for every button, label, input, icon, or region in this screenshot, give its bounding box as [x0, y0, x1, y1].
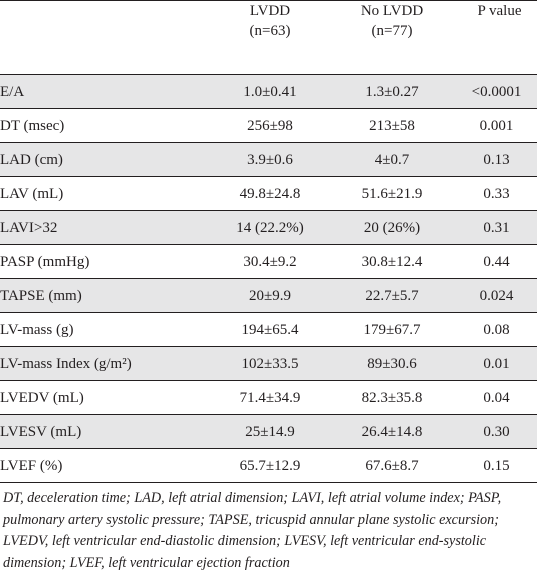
- cell-lvdd: 49.8±24.8: [212, 176, 328, 211]
- header-empty-cell: [0, 1, 212, 75]
- cell-no-lvdd: 213±58: [328, 108, 456, 143]
- cell-p-value: 0.30: [456, 414, 537, 449]
- table-row: LAVI>32 14 (22.2%) 20 (26%) 0.31: [0, 210, 537, 245]
- cell-p-value: 0.01: [456, 346, 537, 381]
- cell-no-lvdd: 30.8±12.4: [328, 244, 456, 279]
- comparison-table: LVDD (n=63) No LVDD (n=77) P value E/A 1.…: [0, 0, 537, 483]
- cell-lvdd: 71.4±34.9: [212, 380, 328, 415]
- cell-lvdd: 14 (22.2%): [212, 210, 328, 245]
- table-row: LAV (mL) 49.8±24.8 51.6±21.9 0.33: [0, 176, 537, 211]
- header-lvdd-title: LVDD: [249, 3, 291, 19]
- cell-no-lvdd: 51.6±21.9: [328, 176, 456, 211]
- cell-no-lvdd: 179±67.7: [328, 312, 456, 347]
- table-footnote: DT, deceleration time; LAD, left atrial …: [3, 490, 502, 571]
- table-body: E/A 1.0±0.41 1.3±0.27 <0.0001 DT (msec) 256±9…: [0, 74, 537, 483]
- cell-p-value: 0.13: [456, 142, 537, 177]
- header-lvdd-n: (n=63): [249, 23, 291, 39]
- row-label: LAV (mL): [0, 176, 212, 211]
- row-label: TAPSE (mm): [0, 278, 212, 313]
- row-label: LAD (cm): [0, 142, 212, 177]
- cell-p-value: 0.15: [456, 448, 537, 483]
- cell-p-value: 0.024: [456, 278, 537, 313]
- row-label: LV-mass (g): [0, 312, 212, 347]
- cell-lvdd: 102±33.5: [212, 346, 328, 381]
- cell-no-lvdd: 67.6±8.7: [328, 448, 456, 483]
- cell-lvdd: 20±9.9: [212, 278, 328, 313]
- table-row: LVEF (%) 65.7±12.9 67.6±8.7 0.15: [0, 448, 537, 483]
- cell-lvdd: 25±14.9: [212, 414, 328, 449]
- row-label: DT (msec): [0, 108, 212, 143]
- cell-lvdd: 1.0±0.41: [212, 74, 328, 109]
- row-label: LVEF (%): [0, 448, 212, 483]
- cell-no-lvdd: 20 (26%): [328, 210, 456, 245]
- table-row: TAPSE (mm) 20±9.9 22.7±5.7 0.024: [0, 278, 537, 313]
- cell-p-value: 0.04: [456, 380, 537, 415]
- cell-p-value: 0.33: [456, 176, 537, 211]
- table-row: LVESV (mL) 25±14.9 26.4±14.8 0.30: [0, 414, 537, 449]
- row-label: PASP (mmHg): [0, 244, 212, 279]
- table-row: E/A 1.0±0.41 1.3±0.27 <0.0001: [0, 74, 537, 109]
- row-label: LV-mass Index (g/m²): [0, 346, 212, 381]
- row-label: LVESV (mL): [0, 414, 212, 449]
- cell-no-lvdd: 1.3±0.27: [328, 74, 456, 109]
- cell-p-value: 0.44: [456, 244, 537, 279]
- table-row: LVEDV (mL) 71.4±34.9 82.3±35.8 0.04: [0, 380, 537, 415]
- cell-lvdd: 3.9±0.6: [212, 142, 328, 177]
- header-no-lvdd: No LVDD (n=77): [328, 1, 456, 75]
- cell-p-value: 0.08: [456, 312, 537, 347]
- header-lvdd: LVDD (n=63): [212, 1, 328, 75]
- cell-p-value: 0.001: [456, 108, 537, 143]
- cell-no-lvdd: 22.7±5.7: [328, 278, 456, 313]
- header-no-lvdd-n: (n=77): [371, 23, 413, 39]
- header-p-value: P value: [477, 3, 522, 19]
- cell-lvdd: 256±98: [212, 108, 328, 143]
- cell-no-lvdd: 26.4±14.8: [328, 414, 456, 449]
- cell-no-lvdd: 89±30.6: [328, 346, 456, 381]
- table-row: LV-mass Index (g/m²) 102±33.5 89±30.6 0.01: [0, 346, 537, 381]
- cell-lvdd: 194±65.4: [212, 312, 328, 347]
- header-no-lvdd-title: No LVDD: [360, 3, 424, 19]
- cell-p-value: <0.0001: [456, 74, 537, 109]
- row-label: E/A: [0, 74, 212, 109]
- cell-p-value: 0.31: [456, 210, 537, 245]
- table-row: LV-mass (g) 194±65.4 179±67.7 0.08: [0, 312, 537, 347]
- cell-no-lvdd: 4±0.7: [328, 142, 456, 177]
- row-label: LAVI>32: [0, 210, 212, 245]
- table-row: PASP (mmHg) 30.4±9.2 30.8±12.4 0.44: [0, 244, 537, 279]
- cell-no-lvdd: 82.3±35.8: [328, 380, 456, 415]
- table-row: DT (msec) 256±98 213±58 0.001: [0, 108, 537, 143]
- row-label: LVEDV (mL): [0, 380, 212, 415]
- cell-lvdd: 30.4±9.2: [212, 244, 328, 279]
- table-row: LAD (cm) 3.9±0.6 4±0.7 0.13: [0, 142, 537, 177]
- cell-lvdd: 65.7±12.9: [212, 448, 328, 483]
- table-header-row: LVDD (n=63) No LVDD (n=77) P value: [0, 0, 537, 75]
